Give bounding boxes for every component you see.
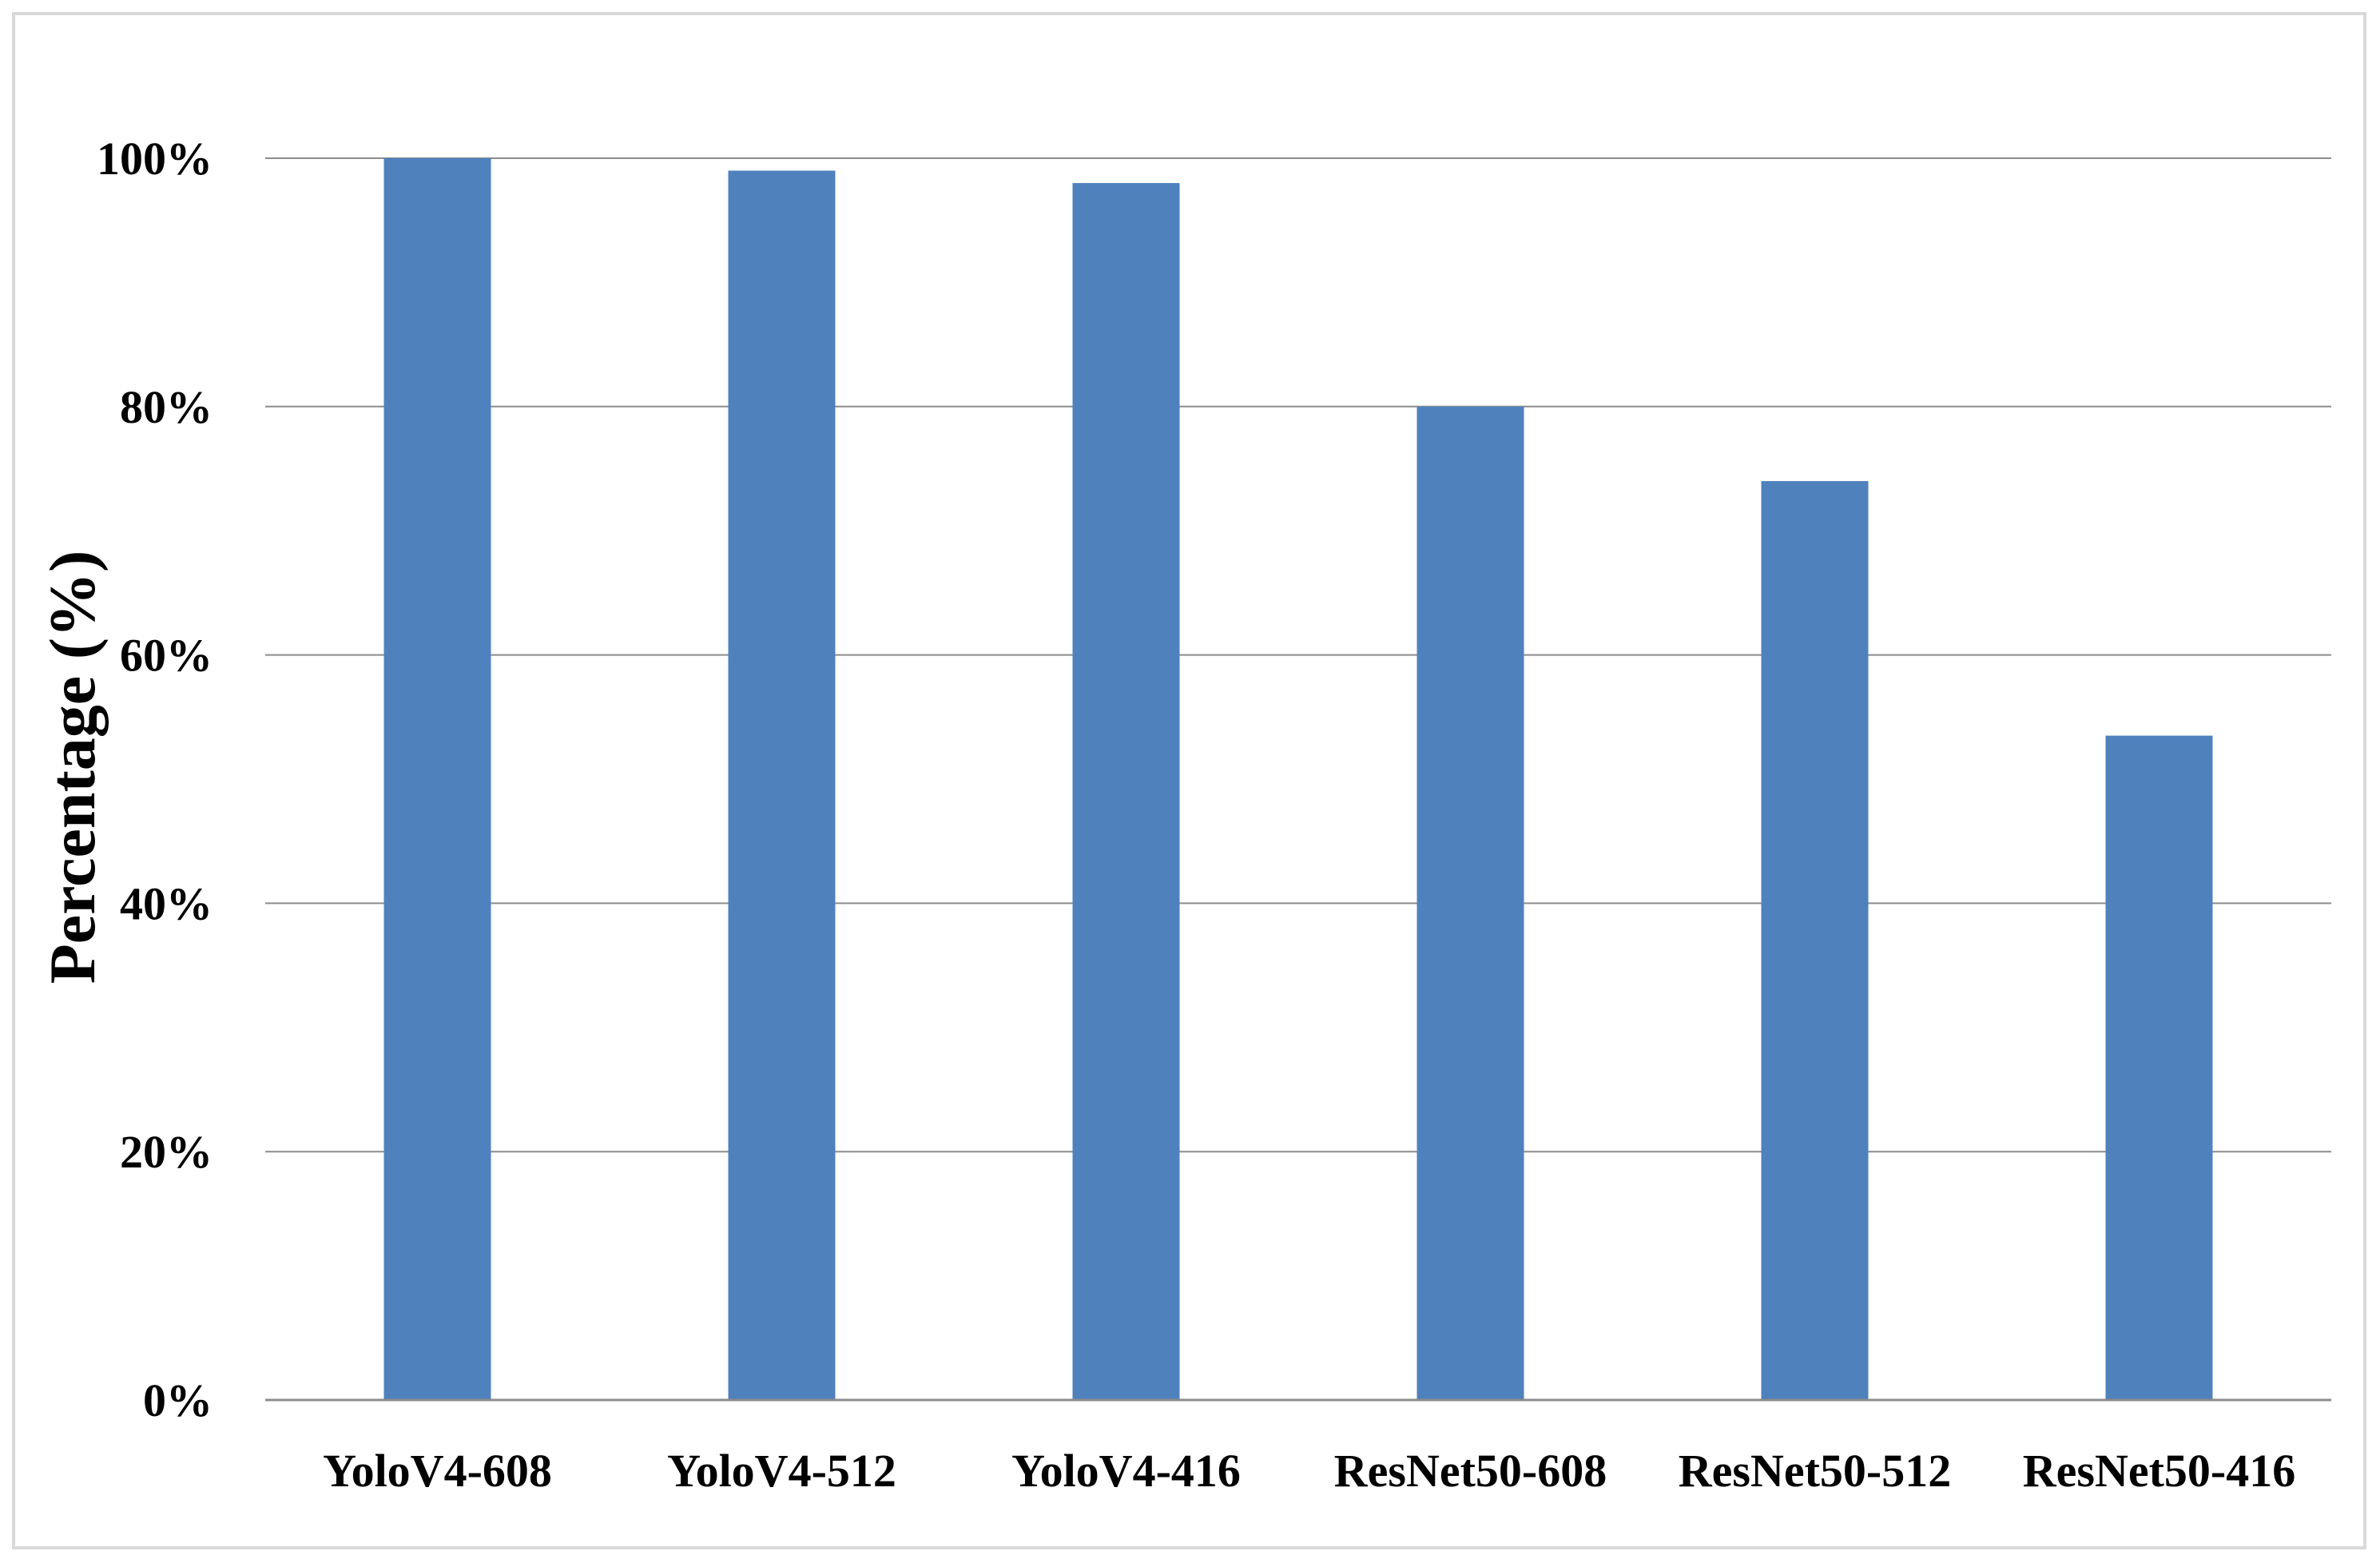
y-tick-label: 80% <box>120 381 213 433</box>
bar-resnet50-512 <box>1761 481 1869 1400</box>
bar-yolov4-416 <box>1072 183 1180 1401</box>
bar-yolov4-608 <box>383 158 491 1400</box>
y-tick-labels: 0% 20% 40% 60% 80% 100% <box>97 133 213 1426</box>
bars <box>383 158 2213 1401</box>
y-tick-label: 40% <box>120 877 213 929</box>
y-axis-title: Percentage (%) <box>36 551 109 984</box>
bar-resnet50-608 <box>1416 406 1524 1400</box>
bar-resnet50-416 <box>2105 735 2213 1400</box>
y-tick-label: 60% <box>120 630 213 682</box>
y-tick-label: 100% <box>97 133 213 185</box>
y-tick-label: 20% <box>120 1126 213 1178</box>
x-tick-labels: YoloV4-608 YoloV4-512 YoloV4-416 ResNet50-6… <box>323 1445 2295 1497</box>
x-tick-label: YoloV4-512 <box>667 1445 896 1497</box>
bar-yolov4-512 <box>728 170 836 1400</box>
y-tick-label: 0% <box>143 1374 213 1426</box>
x-tick-label: ResNet50-608 <box>1334 1445 1607 1497</box>
gridlines <box>265 157 2331 1153</box>
x-tick-label: ResNet50-416 <box>2023 1445 2295 1497</box>
x-tick-label: YoloV4-608 <box>323 1445 552 1497</box>
x-tick-label: ResNet50-512 <box>1679 1445 1951 1497</box>
x-tick-label: YoloV4-416 <box>1011 1445 1241 1497</box>
